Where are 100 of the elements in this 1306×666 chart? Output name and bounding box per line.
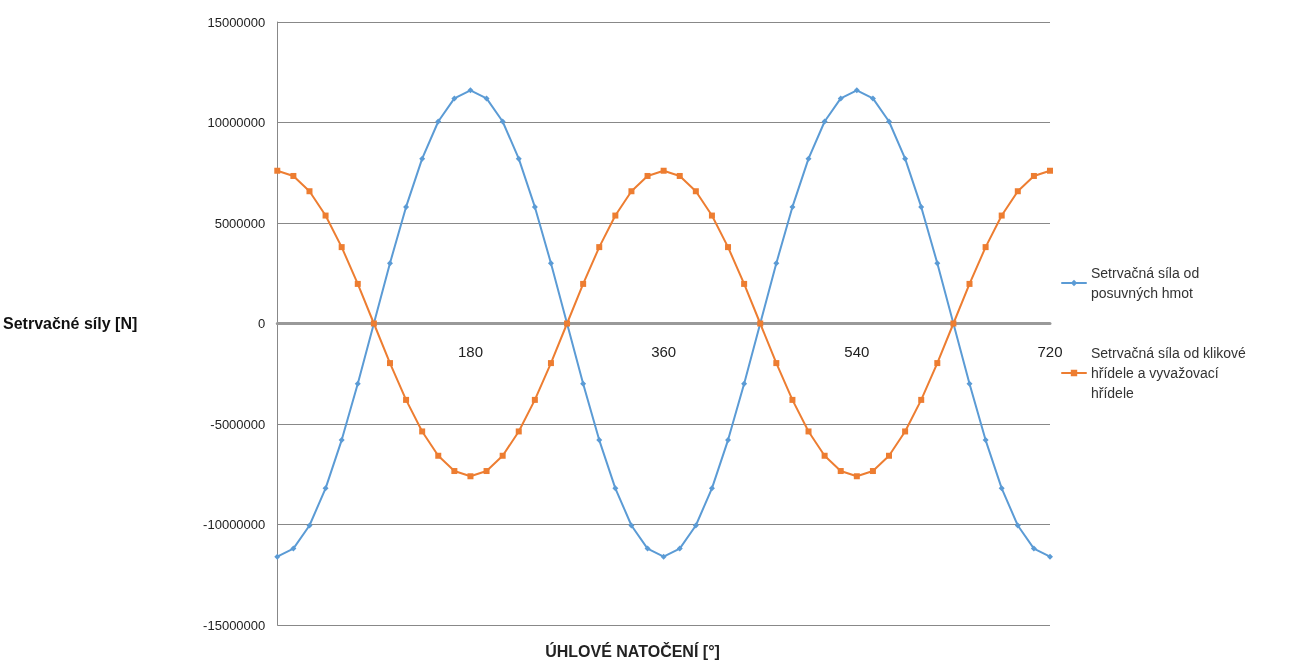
point bbox=[322, 212, 329, 219]
point bbox=[789, 203, 796, 210]
point bbox=[612, 212, 619, 219]
x-tick-label: 720 bbox=[1037, 342, 1063, 360]
point bbox=[902, 428, 909, 435]
point bbox=[886, 452, 893, 459]
point bbox=[338, 437, 345, 444]
legend-label: Setrvačná síla od klikové hřídele a vyvažovací hřídele bbox=[1091, 345, 1250, 401]
point bbox=[805, 155, 812, 162]
point bbox=[580, 280, 587, 287]
point bbox=[290, 172, 297, 179]
point bbox=[692, 188, 699, 195]
point bbox=[612, 485, 619, 492]
point bbox=[386, 360, 393, 367]
point bbox=[419, 428, 426, 435]
point bbox=[644, 172, 651, 179]
y-tick-label: -15000000 bbox=[203, 617, 266, 633]
point bbox=[966, 280, 973, 287]
point bbox=[741, 380, 748, 387]
point bbox=[918, 396, 925, 403]
point bbox=[886, 118, 893, 125]
point bbox=[515, 428, 522, 435]
x-tick-label: 540 bbox=[844, 342, 870, 360]
point bbox=[837, 468, 844, 475]
point bbox=[902, 155, 909, 162]
point bbox=[789, 396, 796, 403]
x-axis-title: ÚHLOVÉ NATOČENÍ [°] bbox=[545, 641, 720, 660]
point bbox=[483, 95, 490, 102]
point bbox=[869, 95, 876, 102]
point bbox=[708, 485, 715, 492]
point bbox=[1014, 522, 1021, 529]
point bbox=[805, 428, 812, 435]
y-tick-label: 15000000 bbox=[207, 14, 266, 30]
point bbox=[531, 203, 538, 210]
point bbox=[547, 260, 554, 267]
point bbox=[451, 95, 458, 102]
point bbox=[934, 360, 941, 367]
point bbox=[596, 437, 603, 444]
point bbox=[821, 452, 828, 459]
point bbox=[435, 118, 442, 125]
point bbox=[515, 155, 522, 162]
point bbox=[966, 380, 973, 387]
point bbox=[547, 360, 554, 367]
point bbox=[1047, 167, 1053, 174]
point bbox=[773, 360, 780, 367]
point bbox=[628, 188, 635, 195]
point bbox=[628, 522, 635, 529]
point bbox=[580, 380, 587, 387]
point bbox=[467, 473, 474, 480]
point bbox=[419, 155, 426, 162]
point bbox=[1030, 172, 1037, 179]
point bbox=[934, 260, 941, 267]
point bbox=[354, 280, 361, 287]
y-tick-label: -5000000 bbox=[210, 416, 266, 432]
point bbox=[676, 545, 683, 552]
point bbox=[467, 87, 474, 94]
point bbox=[773, 260, 780, 267]
point bbox=[869, 468, 876, 475]
point bbox=[821, 118, 828, 125]
point bbox=[274, 167, 281, 174]
point bbox=[338, 244, 345, 251]
point bbox=[725, 244, 732, 251]
point bbox=[725, 437, 732, 444]
point bbox=[403, 396, 410, 403]
point bbox=[692, 522, 699, 529]
y-tick-label: -10000000 bbox=[203, 517, 266, 532]
y-tick-label: 0 bbox=[258, 316, 266, 331]
point bbox=[998, 485, 1005, 492]
y-tick-label: 10000000 bbox=[207, 115, 266, 130]
point bbox=[853, 87, 860, 94]
point bbox=[451, 468, 458, 475]
point bbox=[1030, 545, 1037, 552]
point bbox=[596, 244, 603, 251]
point bbox=[499, 118, 506, 125]
point bbox=[918, 203, 925, 210]
x-tick-label: 360 bbox=[651, 342, 677, 360]
point bbox=[322, 485, 329, 492]
point bbox=[708, 212, 715, 219]
point bbox=[386, 260, 393, 267]
point bbox=[982, 244, 989, 251]
point bbox=[403, 203, 410, 210]
y-tick-label: 5000000 bbox=[214, 215, 266, 231]
point bbox=[741, 280, 748, 287]
point bbox=[306, 522, 313, 529]
point bbox=[998, 212, 1005, 219]
point bbox=[499, 452, 506, 459]
point bbox=[531, 396, 538, 403]
point bbox=[306, 188, 313, 195]
point bbox=[1014, 188, 1021, 195]
point bbox=[837, 95, 844, 102]
point bbox=[853, 473, 860, 480]
legend-label: Setrvačná síla od posuvných hmot bbox=[1091, 265, 1204, 301]
point bbox=[274, 553, 281, 560]
point bbox=[1047, 553, 1053, 560]
point bbox=[660, 167, 667, 174]
x-tick-label: 180 bbox=[457, 342, 483, 360]
point bbox=[435, 452, 442, 459]
point bbox=[660, 553, 667, 560]
point bbox=[290, 545, 297, 552]
y-axis-title: Setrvačné síly [N] bbox=[3, 315, 138, 332]
